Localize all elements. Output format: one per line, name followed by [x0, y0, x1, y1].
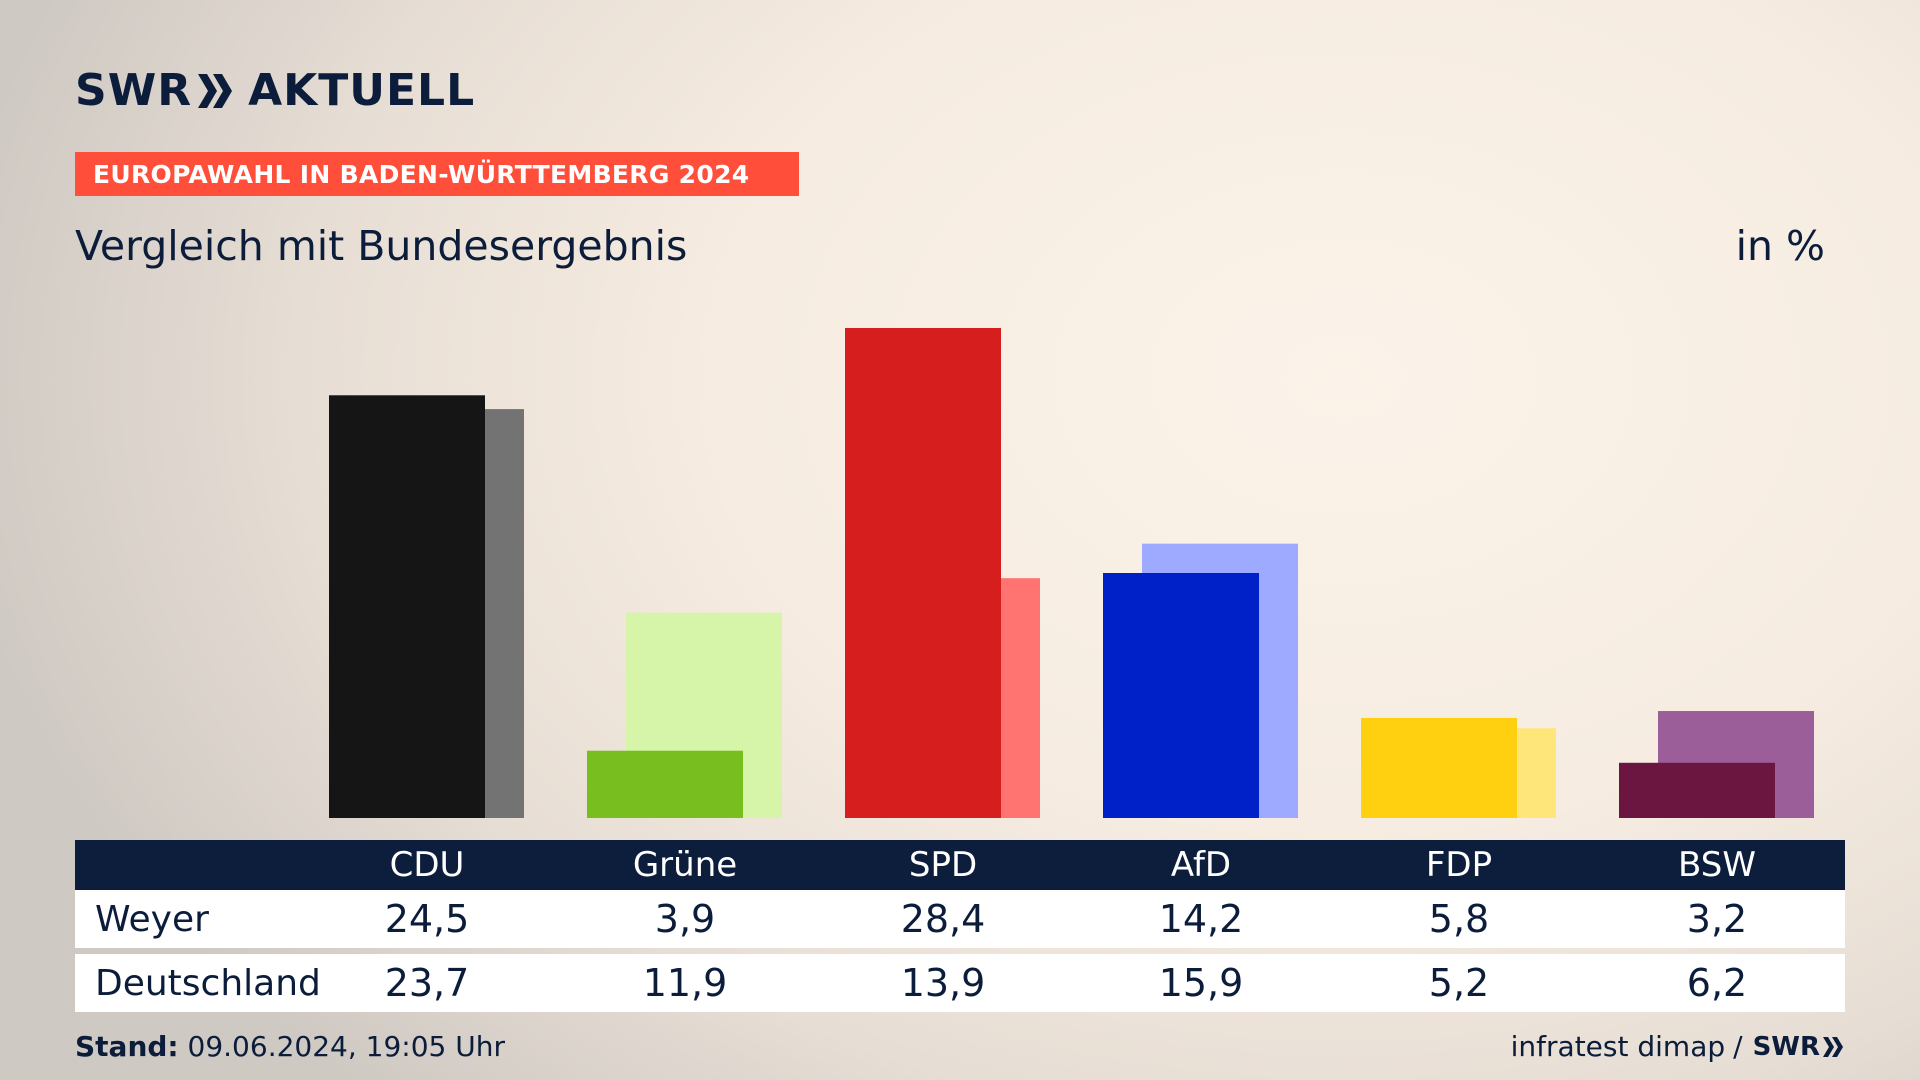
logo-swr-text: SWR [75, 65, 193, 116]
table-row: Weyer 24,5 3,9 28,4 14,2 5,8 3,2 [75, 890, 1845, 948]
bar-afd-weyer [1103, 573, 1259, 818]
table-cell: 11,9 [642, 961, 728, 1005]
row-label: Weyer [95, 898, 209, 940]
row-label: Deutschland [95, 962, 321, 1004]
small-double-chevron-icon [1823, 1036, 1843, 1057]
source-brand-logo: SWR [1753, 1032, 1845, 1062]
stand-label: Stand: [75, 1030, 179, 1063]
table-cell: 28,4 [900, 897, 986, 941]
table-header: CDU Grüne SPD AfD FDP BSW [75, 840, 1845, 890]
source-brand-text: SWR [1752, 1031, 1820, 1062]
column-header-1: Grüne [632, 845, 738, 885]
timestamp: Stand: 09.06.2024, 19:05 Uhr [75, 1030, 505, 1063]
source-credit: infratest dimap / SWR [1511, 1030, 1845, 1063]
double-chevron-icon [198, 74, 233, 108]
table-cell: 24,5 [384, 897, 470, 941]
bar-spd-weyer [845, 328, 1001, 818]
column-header-0: CDU [389, 845, 465, 885]
bar-fdp-weyer [1361, 717, 1517, 818]
column-header-5: BSW [1678, 845, 1756, 885]
swr-aktuell-logo: SWR AKTUELL [75, 68, 475, 114]
source-separator: / [1733, 1030, 1743, 1063]
table-cell: 23,7 [384, 961, 470, 1005]
table-row: Deutschland 23,7 11,9 13,9 15,9 5,2 6,2 [75, 954, 1845, 1012]
table-cell: 15,9 [1158, 961, 1244, 1005]
table-cell: 13,9 [900, 961, 986, 1005]
chart-title: Vergleich mit Bundesergebnis [75, 222, 688, 270]
table-cell: 3,2 [1686, 897, 1748, 941]
bar-chart [329, 328, 1814, 818]
column-header-2: SPD [908, 845, 978, 885]
bar-grüne-weyer [587, 750, 743, 818]
column-header-4: FDP [1425, 845, 1493, 885]
kicker-text: EUROPAWAHL IN BADEN-WÜRTTEMBERG 2024 [93, 159, 750, 189]
bar-cdu-weyer [329, 395, 485, 818]
bar-bsw-weyer [1619, 762, 1775, 818]
stand-value: 09.06.2024, 19:05 Uhr [187, 1030, 505, 1063]
table-cell: 5,2 [1428, 961, 1490, 1005]
table-cell: 6,2 [1686, 961, 1748, 1005]
unit-label: in % [1735, 222, 1825, 270]
table-cell: 14,2 [1158, 897, 1244, 941]
logo-aktuell-text: AKTUELL [248, 65, 476, 116]
kicker-banner: EUROPAWAHL IN BADEN-WÜRTTEMBERG 2024 [75, 152, 799, 196]
table-cell: 5,8 [1428, 897, 1490, 941]
results-table: CDU Grüne SPD AfD FDP BSW Weyer 24,5 3,9 28,4 14,… [75, 840, 1845, 1012]
table-cell: 3,9 [654, 897, 716, 941]
column-header-3: AfD [1170, 845, 1232, 885]
source-text: infratest dimap [1510, 1030, 1726, 1063]
